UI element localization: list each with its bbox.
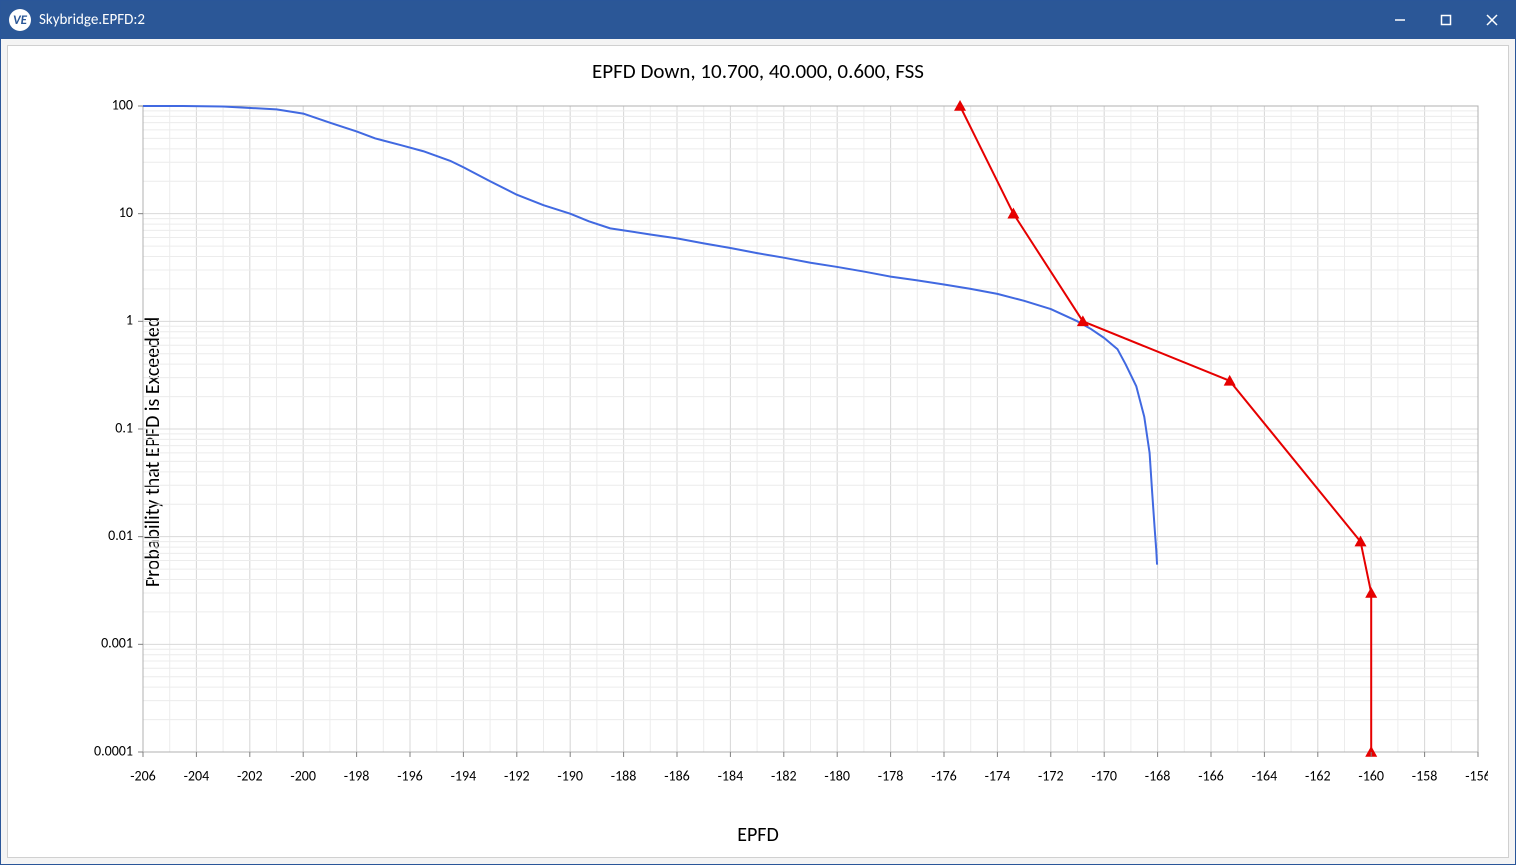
app-window: VE Skybridge.EPFD:2 EPFD Down, 10.700, 4… — [0, 0, 1516, 865]
minimize-button[interactable] — [1377, 1, 1423, 39]
svg-text:-188: -188 — [611, 767, 637, 784]
svg-text:-180: -180 — [824, 767, 850, 784]
svg-text:-196: -196 — [397, 767, 423, 784]
svg-text:-176: -176 — [931, 767, 957, 784]
svg-text:-162: -162 — [1305, 767, 1331, 784]
svg-text:-172: -172 — [1038, 767, 1064, 784]
svg-text:-204: -204 — [184, 767, 210, 784]
svg-text:-186: -186 — [664, 767, 690, 784]
client-area: EPFD Down, 10.700, 40.000, 0.600, FSS Pr… — [1, 39, 1515, 864]
svg-text:1: 1 — [126, 312, 133, 329]
svg-text:-192: -192 — [504, 767, 530, 784]
svg-text:-158: -158 — [1412, 767, 1438, 784]
svg-text:-206: -206 — [130, 767, 156, 784]
chart-plot[interactable]: -206 -204 -202 -200 -198 -196 -194 -192 -190 -188… — [68, 96, 1488, 797]
window-title: Skybridge.EPFD:2 — [39, 11, 145, 29]
chart-panel: EPFD Down, 10.700, 40.000, 0.600, FSS Pr… — [7, 45, 1509, 858]
svg-text:-184: -184 — [718, 767, 744, 784]
svg-text:-166: -166 — [1198, 767, 1224, 784]
svg-text:-182: -182 — [771, 767, 797, 784]
svg-text:-200: -200 — [290, 767, 316, 784]
svg-text:10: 10 — [119, 204, 133, 221]
svg-text:-168: -168 — [1145, 767, 1171, 784]
app-icon: VE — [9, 9, 31, 31]
x-axis-label: EPFD — [8, 823, 1508, 847]
svg-text:100: 100 — [112, 96, 133, 113]
svg-text:0.01: 0.01 — [108, 527, 133, 544]
svg-text:-170: -170 — [1091, 767, 1117, 784]
svg-text:-198: -198 — [344, 767, 370, 784]
svg-text:-202: -202 — [237, 767, 263, 784]
svg-text:-164: -164 — [1252, 767, 1278, 784]
svg-text:-156: -156 — [1465, 767, 1488, 784]
window-controls — [1377, 1, 1515, 39]
svg-text:-190: -190 — [557, 767, 583, 784]
svg-text:0.0001: 0.0001 — [94, 742, 133, 759]
svg-text:-174: -174 — [985, 767, 1011, 784]
maximize-button[interactable] — [1423, 1, 1469, 39]
svg-text:0.001: 0.001 — [101, 635, 133, 652]
svg-text:0.1: 0.1 — [115, 419, 133, 436]
svg-text:-194: -194 — [451, 767, 477, 784]
svg-text:-160: -160 — [1358, 767, 1384, 784]
svg-text:-178: -178 — [878, 767, 904, 784]
close-button[interactable] — [1469, 1, 1515, 39]
titlebar[interactable]: VE Skybridge.EPFD:2 — [1, 1, 1515, 39]
chart-title: EPFD Down, 10.700, 40.000, 0.600, FSS — [8, 46, 1508, 84]
